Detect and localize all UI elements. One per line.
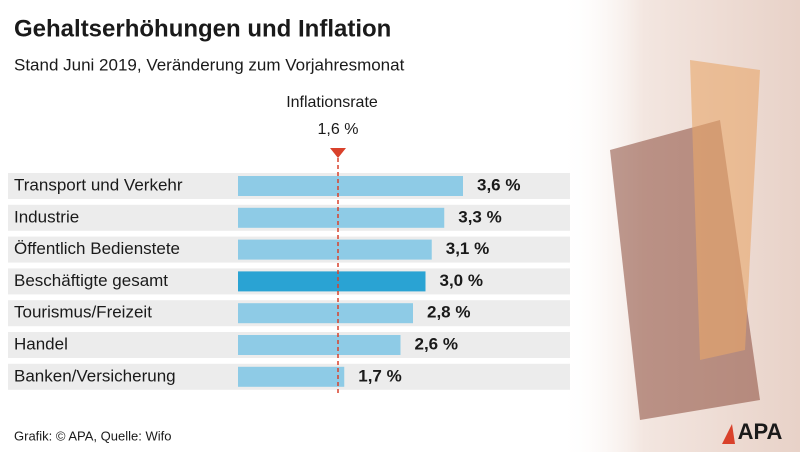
bar	[238, 303, 413, 324]
bar	[238, 239, 432, 260]
reference-value-label: 1,6 %	[318, 121, 359, 138]
chart-subtitle: Stand Juni 2019, Veränderung zum Vorjahr…	[14, 55, 405, 74]
bar	[238, 207, 445, 228]
category-label: Handel	[14, 334, 68, 353]
category-label: Banken/Versicherung	[14, 366, 176, 385]
logo: APA	[738, 419, 783, 444]
value-label: 3,3 %	[458, 207, 501, 226]
category-label: Öffentlich Bedienstete	[14, 239, 180, 258]
category-label: Industrie	[14, 207, 79, 226]
value-label: 2,6 %	[415, 334, 458, 353]
chart-title: Gehaltserhöhungen und Inflation	[14, 15, 391, 42]
bar	[238, 271, 426, 292]
bar	[238, 366, 345, 387]
source: Grafik: © APA, Quelle: Wifo	[14, 428, 171, 443]
reference-label: Inflationsrate	[286, 94, 378, 111]
bar	[238, 176, 463, 196]
value-label: 1,7 %	[358, 366, 401, 385]
reference-marker	[330, 148, 346, 158]
value-label: 3,6 %	[477, 175, 520, 194]
category-label: Transport und Verkehr	[14, 175, 183, 194]
bar	[238, 335, 401, 355]
value-label: 3,0 %	[440, 271, 483, 290]
value-label: 2,8 %	[427, 303, 470, 322]
banknote-shape	[690, 60, 760, 360]
category-label: Beschäftigte gesamt	[14, 271, 168, 290]
category-label: Tourismus/Freizeit	[14, 303, 152, 322]
value-label: 3,1 %	[446, 239, 489, 258]
logo-mark	[722, 424, 735, 444]
